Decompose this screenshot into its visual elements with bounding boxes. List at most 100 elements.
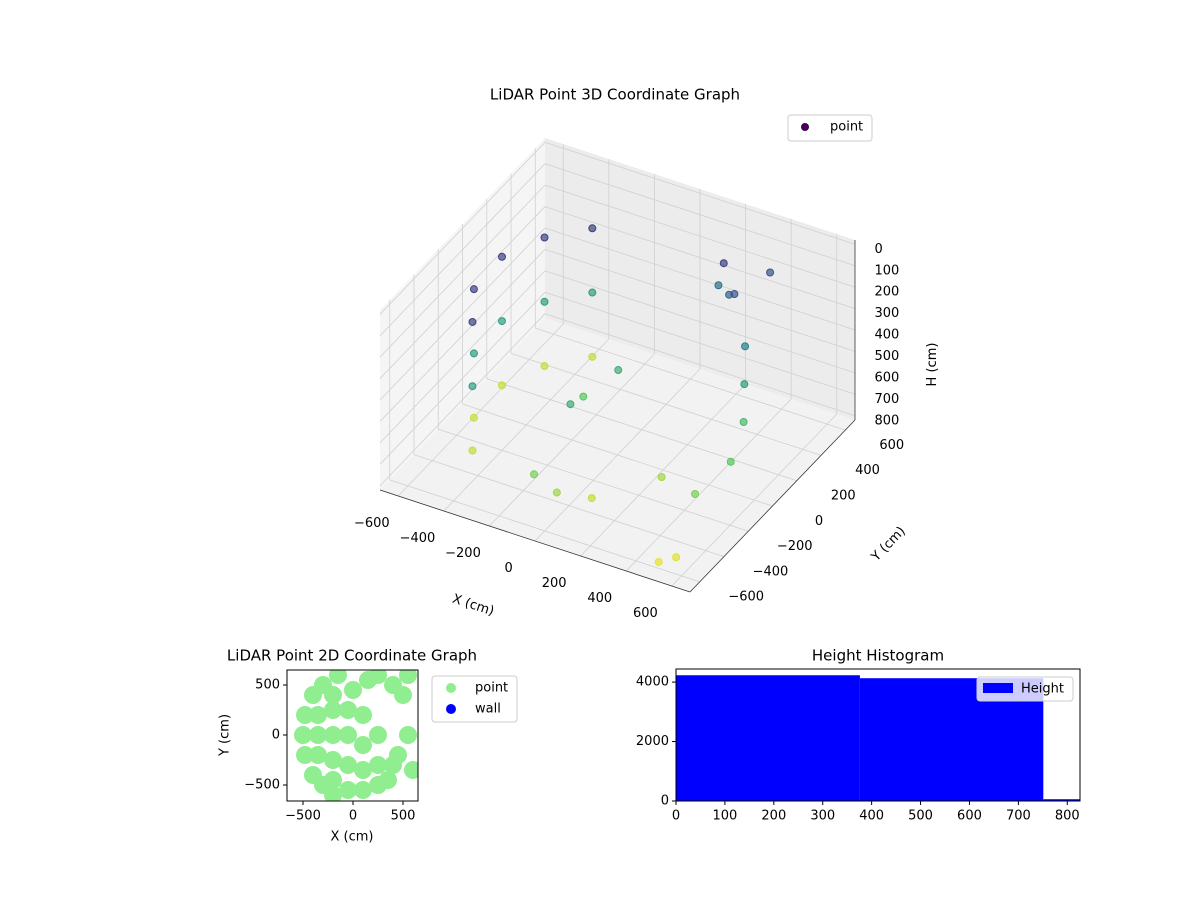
x-tick-label: 500 [391, 809, 416, 824]
z-axis-label: H (cm) [925, 343, 940, 387]
x-tick-label: −500 [285, 809, 321, 824]
grid-line [544, 184, 856, 288]
grid-line [544, 141, 856, 245]
point [740, 380, 749, 389]
legend-marker [801, 123, 809, 131]
point [468, 382, 477, 391]
z-tick-label: 500 [875, 349, 900, 364]
point [739, 417, 748, 426]
point [344, 681, 362, 699]
grid-line [544, 313, 856, 417]
point [468, 317, 477, 326]
point [324, 701, 342, 719]
legend-marker [446, 683, 456, 693]
y-tick-label: −600 [728, 590, 764, 605]
grid-line [462, 403, 773, 507]
point [719, 259, 728, 268]
point [672, 553, 681, 562]
point [339, 701, 357, 719]
point [294, 726, 312, 744]
x-tick-label: 700 [1006, 809, 1031, 824]
chart-title: LiDAR Point 2D Coordinate Graph [227, 647, 477, 665]
point [741, 342, 750, 351]
point [566, 400, 575, 409]
grid-line [544, 163, 856, 267]
grid-line [379, 142, 546, 315]
point [730, 290, 739, 299]
point [369, 726, 387, 744]
legend-patch [983, 683, 1013, 693]
legend-label: wall [475, 702, 501, 717]
axes-frame [675, 668, 1081, 802]
x-tick-label: 500 [908, 809, 933, 824]
grid-line [486, 378, 797, 482]
x-tick-label: 600 [633, 606, 658, 621]
axis-line [689, 419, 856, 593]
axis-line [379, 489, 691, 593]
point [654, 557, 663, 566]
point [309, 746, 327, 764]
y-tick-label: 4000 [636, 675, 669, 690]
grid-line [438, 428, 749, 532]
y-tick-label: −500 [244, 778, 280, 793]
z-tick-label: 0 [875, 242, 883, 257]
bar [676, 675, 860, 801]
point [587, 494, 596, 503]
point [766, 268, 775, 277]
grid-line [510, 353, 822, 456]
x-axis-label: X (cm) [331, 830, 374, 845]
point [369, 756, 387, 774]
point [354, 736, 372, 754]
chart-title: LiDAR Point 3D Coordinate Graph [490, 86, 740, 104]
y-axis-label: Y (cm) [218, 714, 233, 757]
x-tick-label: −400 [400, 531, 436, 546]
x-tick-label: 200 [761, 809, 786, 824]
legend-box [787, 114, 873, 142]
grid-line [535, 327, 846, 431]
point [309, 706, 327, 724]
grid-line [379, 206, 546, 379]
point [379, 771, 397, 789]
point [469, 285, 478, 294]
point [497, 252, 506, 261]
grid-line [379, 163, 546, 336]
point [324, 726, 342, 744]
point [404, 761, 418, 779]
point [339, 726, 357, 744]
point [399, 670, 417, 684]
chart-title: Height Histogram [812, 647, 944, 665]
grid-line [379, 249, 546, 422]
point [468, 446, 477, 455]
x-tick-label: 0 [504, 561, 512, 576]
x-tick-label: 400 [859, 809, 884, 824]
grid-line [379, 270, 546, 444]
point [324, 786, 342, 801]
z-tick-label: 200 [875, 285, 900, 300]
point [691, 490, 700, 499]
x-tick-label: 0 [349, 809, 357, 824]
y-tick-label: −200 [777, 539, 813, 554]
bar [1043, 799, 1080, 801]
point [469, 413, 478, 422]
z-tick-label: 400 [875, 328, 900, 343]
point [497, 381, 506, 390]
grid-line [544, 270, 856, 374]
point [309, 726, 327, 744]
y-tick-label: 600 [879, 438, 904, 453]
point [354, 706, 372, 724]
legend-label: Height [1021, 682, 1064, 697]
point [588, 288, 597, 297]
legend-marker [446, 704, 456, 714]
grid-line [379, 313, 546, 486]
point [339, 781, 357, 799]
grid-line [379, 292, 546, 465]
y-tick-label: 200 [831, 489, 856, 504]
point [614, 366, 623, 375]
grid-line [413, 454, 725, 557]
grid-line [544, 227, 856, 331]
y-tick-label: 2000 [636, 734, 669, 749]
y-axis-label: Y (cm) [868, 524, 909, 565]
x-tick-label: 200 [542, 576, 567, 591]
